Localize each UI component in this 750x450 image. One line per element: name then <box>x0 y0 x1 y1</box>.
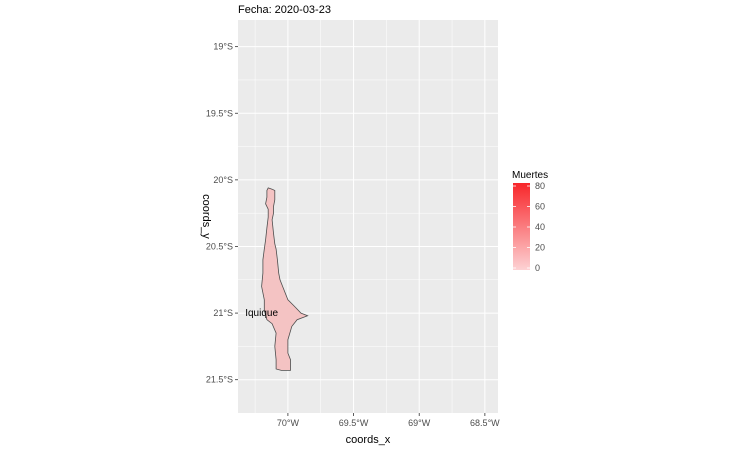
region-iquique <box>261 187 309 371</box>
x-tick-label: 69.5°W <box>339 418 369 428</box>
y-tick-label: 20.5°S <box>206 241 233 251</box>
x-axis-title: coords_x <box>346 434 391 446</box>
legend-label: 40 <box>535 222 545 232</box>
legend: Muertes 0 20 40 60 80 <box>512 170 548 273</box>
x-tick-label: 68.5°W <box>470 418 500 428</box>
legend-colorbar <box>513 183 530 270</box>
legend-label: 80 <box>535 181 545 191</box>
x-tick-label: 69°W <box>408 418 431 428</box>
y-tick-label: 21°S <box>213 308 233 318</box>
axes: 70°W 69.5°W 69°W 68.5°W 19°S 19.5°S 20°S 20.5°S… <box>200 42 500 446</box>
legend-title: Muertes <box>512 170 548 181</box>
y-tick-label: 19.5°S <box>206 108 233 118</box>
region-layer: Iquique <box>245 187 309 371</box>
x-tick-label: 70°W <box>277 418 300 428</box>
plot-title: Fecha: 2020-03-23 <box>238 4 331 16</box>
legend-label: 20 <box>535 243 545 253</box>
y-tick-label: 20°S <box>213 175 233 185</box>
y-axis-title: coords_y <box>200 194 212 239</box>
y-tick-label: 21.5°S <box>206 375 233 385</box>
region-label: Iquique <box>245 308 278 319</box>
legend-label: 0 <box>535 263 540 273</box>
y-tick-label: 19°S <box>213 42 233 52</box>
legend-label: 60 <box>535 202 545 212</box>
